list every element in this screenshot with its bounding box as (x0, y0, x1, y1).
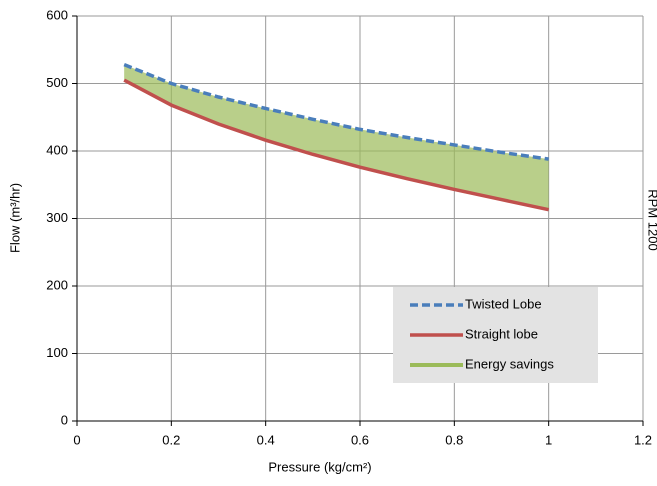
y-tick-label: 200 (46, 277, 68, 292)
area (124, 64, 549, 210)
legend-label: Straight lobe (465, 326, 538, 341)
y-tick-label: 400 (46, 142, 68, 157)
y-tick-label: 100 (46, 345, 68, 360)
y-tick-label: 500 (46, 75, 68, 90)
x-tick-label: 0.6 (351, 432, 369, 447)
x-axis-label: Pressure (kg/cm²) (268, 459, 371, 474)
line (123, 78, 550, 212)
x-tick-label: 0.4 (257, 432, 275, 447)
legend-label: Energy savings (465, 356, 554, 371)
line (123, 62, 549, 161)
legend-label: Twisted Lobe (465, 296, 542, 311)
y-tick-label: 300 (46, 210, 68, 225)
y-tick-label: 600 (46, 7, 68, 22)
x-tick-label: 0.2 (162, 432, 180, 447)
x-tick-label: 1.2 (634, 432, 652, 447)
y-axis-label: Flow (m³/hr) (7, 183, 22, 253)
x-tick-label: 1 (545, 432, 552, 447)
annotation: RPM 1200 (646, 189, 657, 250)
x-tick-label: 0 (73, 432, 80, 447)
y-tick-label: 0 (61, 412, 68, 427)
x-tick-label: 0.8 (445, 432, 463, 447)
